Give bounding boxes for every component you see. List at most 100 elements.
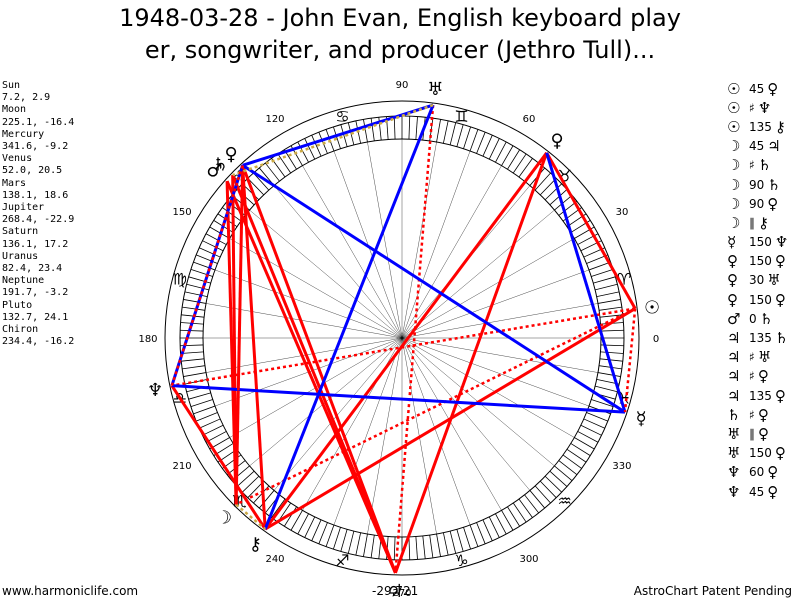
degree-tick	[190, 399, 213, 407]
aspect-line	[235, 307, 636, 506]
aspect-line	[394, 104, 435, 574]
degree-tick	[181, 314, 205, 318]
degree-tick	[539, 178, 557, 196]
degree-tick	[325, 524, 335, 547]
degree-tick	[488, 516, 500, 538]
degree-tick	[202, 240, 224, 252]
degree-tick	[304, 138, 316, 160]
radial-spoke	[273, 337, 403, 491]
degree-tick	[488, 138, 500, 160]
planet-glyph: ♀	[551, 130, 564, 151]
radial-spoke	[367, 337, 403, 535]
planet-name: Chiron	[2, 324, 39, 336]
aspect-planet-1-glyph: ☉	[727, 98, 741, 117]
zodiac-sign-glyph: ♒	[557, 492, 571, 511]
aspect-angle: 45	[749, 81, 765, 96]
aspect-row: ♆ 45 ♀	[727, 482, 800, 501]
degree-tick	[449, 122, 457, 146]
planet-coordinates: 52.0, 20.5	[2, 165, 63, 177]
degree-tick	[199, 418, 221, 429]
planet-name: Mercury	[2, 128, 45, 140]
aspect-angle: 90	[749, 177, 765, 192]
degree-label: 90	[396, 80, 409, 91]
planet-glyph: ♄	[212, 154, 228, 175]
zodiac-sign-glyph: ♋	[335, 107, 349, 126]
aspect-planet-2-glyph: ♀	[757, 405, 769, 424]
planet-glyph: ☿	[636, 409, 647, 430]
aspect-planet-2-glyph: ♅	[767, 271, 781, 290]
aspect-planet-1-glyph: ☿	[727, 233, 737, 252]
radial-spoke	[401, 141, 437, 339]
aspect-line	[242, 103, 434, 167]
degree-tick	[476, 132, 486, 154]
degree-tick	[393, 536, 396, 560]
aspect-planet-1-glyph: ♀	[727, 290, 738, 309]
footer-website-link[interactable]: www.harmoniclife.com	[2, 584, 139, 598]
degree-tick	[534, 172, 551, 191]
aspect-row: ♃ 135 ♄	[727, 328, 800, 347]
degree-tick	[182, 365, 205, 370]
degree-tick	[586, 412, 608, 422]
planet-coordinates: 138.1, 18.6	[2, 189, 69, 201]
planet-name: Moon	[2, 104, 27, 116]
degree-tick	[333, 527, 341, 550]
aspect-line	[241, 164, 626, 414]
radial-spoke	[214, 269, 403, 339]
aspect-planet-2-glyph: ♀	[757, 367, 769, 386]
degree-tick	[415, 536, 418, 560]
degree-tick	[512, 502, 527, 523]
outer-circle	[164, 100, 640, 576]
radial-spoke	[401, 337, 471, 526]
degree-tick	[188, 276, 211, 284]
aspect-planet-2-glyph: ♀	[774, 290, 786, 309]
degree-tick	[363, 533, 368, 557]
degree-tick	[580, 424, 602, 436]
aspect-angle: 45	[749, 139, 765, 154]
chart-title-line-2: er, songwriter, and producer (Jethro Tul…	[144, 36, 656, 64]
degree-tick	[253, 172, 270, 191]
degree-tick	[518, 158, 533, 178]
aspect-row: ♅ 150 ♀	[727, 444, 800, 463]
degree-tick	[340, 124, 348, 147]
aspect-angle: ∥	[749, 215, 755, 230]
degree-label: 210	[172, 461, 191, 472]
degree-tick	[311, 519, 322, 541]
degree-tick	[205, 233, 227, 245]
aspect-line	[170, 384, 267, 530]
aspect-row: ♃ ♯ ♅	[727, 348, 800, 367]
degree-tick	[524, 494, 539, 514]
radial-spoke	[229, 238, 403, 339]
aspect-line	[225, 180, 397, 574]
planet-coordinates: 82.4, 23.4	[2, 263, 63, 275]
degree-label: 330	[612, 461, 631, 472]
degree-tick	[193, 261, 216, 271]
aspect-planet-1-glyph: ♃	[727, 348, 741, 367]
degree-label: 270	[392, 588, 411, 599]
aspect-planet-2-glyph: ♄	[759, 309, 774, 328]
degree-tick	[297, 141, 309, 163]
aspect-angle: ♯	[749, 350, 755, 365]
radial-spoke	[367, 141, 403, 339]
aspect-line	[170, 164, 244, 387]
degree-tick	[347, 530, 355, 554]
degree-tick	[574, 437, 595, 450]
aspect-planet-1-glyph: ☽	[727, 137, 741, 156]
aspect-line	[235, 503, 267, 531]
degree-tick	[271, 498, 286, 518]
degree-tick	[501, 145, 514, 166]
planet-glyph: ♂	[206, 161, 222, 182]
degree-tick	[597, 372, 621, 377]
degree-tick	[183, 372, 207, 377]
planet-name: Neptune	[2, 275, 45, 287]
planet-coordinates: 132.7, 24.1	[2, 311, 69, 323]
aspect-row: ☉ 135 ⚷	[727, 117, 800, 136]
degree-tick	[190, 269, 213, 277]
aspect-planet-2-glyph: ♆	[757, 98, 772, 117]
degree-tick	[558, 460, 578, 475]
aspect-angle: ♯	[749, 158, 755, 173]
aspect-planet-1-glyph: ♃	[727, 329, 741, 348]
aspect-row: ♄ ♯ ♀	[727, 405, 800, 424]
aspect-angle: 30	[749, 273, 765, 288]
degree-tick	[196, 254, 218, 264]
aspect-planet-1-glyph: ☉	[727, 117, 741, 136]
